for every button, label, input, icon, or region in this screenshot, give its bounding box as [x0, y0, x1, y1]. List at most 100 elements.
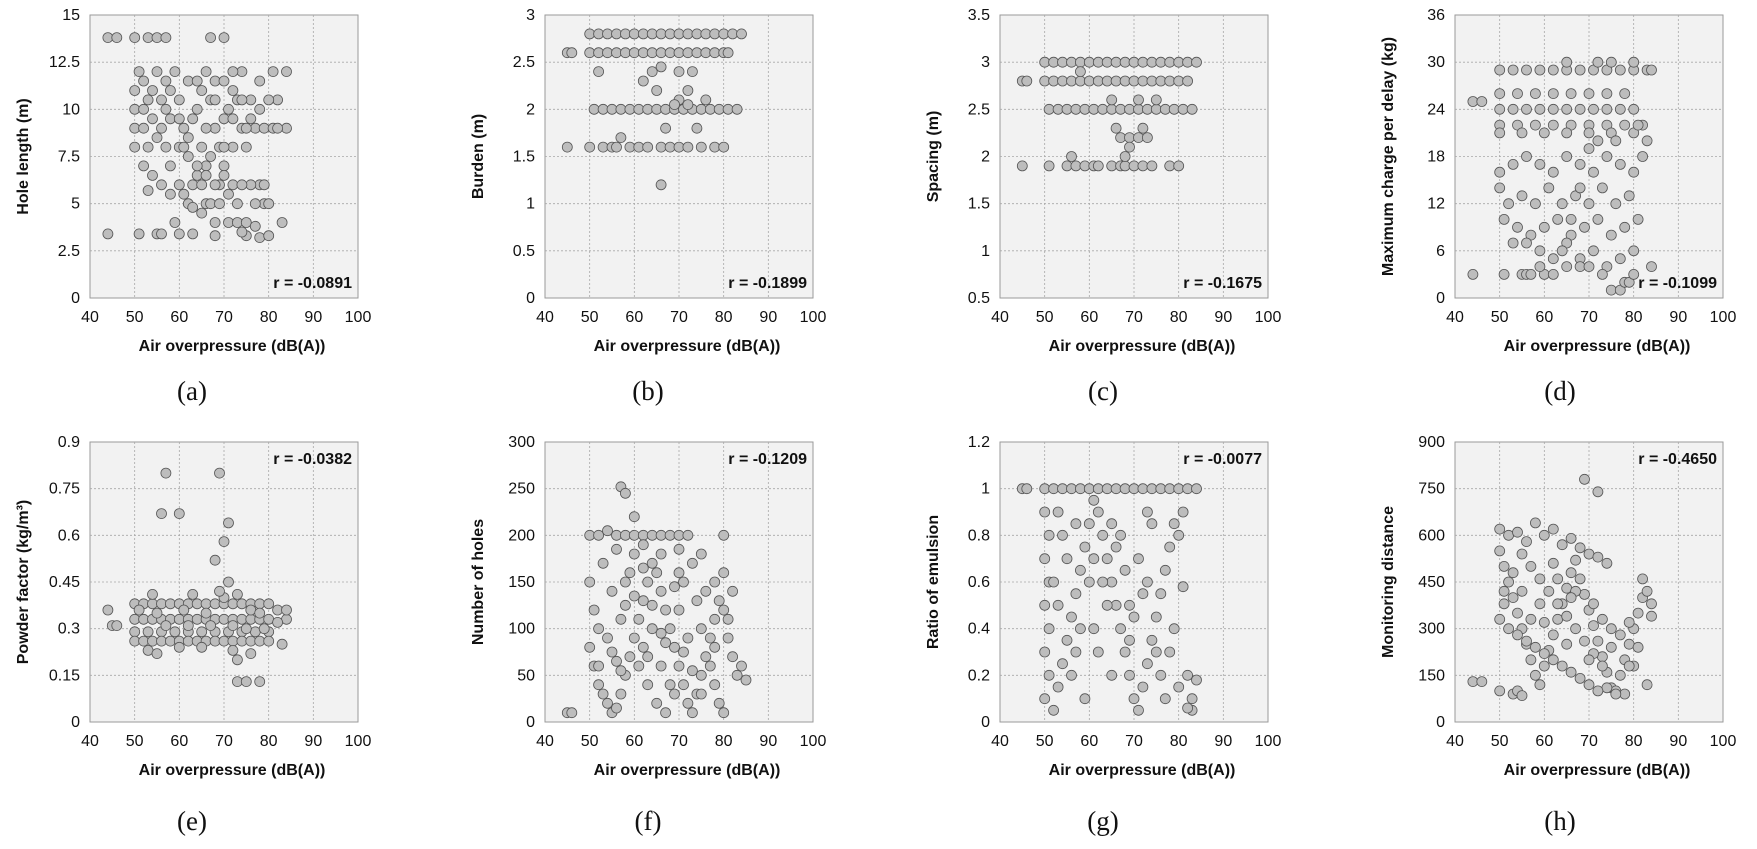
data-point — [1119, 160, 1131, 172]
data-point — [129, 141, 141, 153]
data-point — [1048, 576, 1059, 588]
data-point — [1164, 646, 1176, 658]
data-point — [1605, 623, 1617, 635]
data-point — [718, 604, 730, 616]
data-point — [700, 94, 712, 106]
data-point — [1110, 75, 1122, 87]
data-point — [151, 607, 163, 619]
data-point — [1556, 660, 1568, 672]
data-point — [1507, 237, 1519, 249]
data-point — [633, 613, 645, 625]
data-point — [1623, 617, 1635, 628]
scatter-panel-c: 40 50 60 70 80 90 100 0.5 1 1.5 2 2.5 3 3.5 Air overpr… — [925, 7, 1281, 406]
data-point — [1574, 542, 1586, 554]
x-tick-label: 100 — [345, 309, 372, 326]
data-point — [200, 160, 212, 172]
data-point — [1574, 261, 1586, 273]
y-tick-label: 0.6 — [58, 527, 80, 544]
data-point — [1057, 529, 1068, 541]
data-point — [691, 122, 703, 134]
data-point — [1075, 564, 1086, 576]
data-point — [272, 122, 284, 134]
y-tick-label: 0.4 — [968, 621, 990, 638]
data-point — [602, 28, 613, 40]
data-point — [673, 543, 685, 555]
data-point — [240, 217, 252, 228]
scatter-panel-h: 40 50 60 70 80 90 100 0 150 300 450 600 750 900 Air ov… — [1380, 434, 1736, 836]
x-tick-label: 70 — [1125, 309, 1143, 326]
data-point — [1128, 693, 1140, 705]
x-axis-label: Air overpressure (dB(A)) — [1504, 762, 1691, 779]
data-point — [245, 604, 257, 616]
data-point — [664, 623, 676, 635]
data-point — [173, 641, 185, 653]
data-point — [695, 669, 707, 681]
data-point — [263, 613, 275, 625]
data-point — [1079, 160, 1091, 172]
data-point — [655, 585, 667, 597]
data-point — [1494, 127, 1506, 139]
data-point — [156, 508, 167, 519]
data-point — [1628, 56, 1640, 68]
y-tick-label: 1 — [981, 243, 990, 260]
data-point — [700, 585, 712, 597]
data-point — [227, 645, 239, 656]
x-tick-label: 70 — [670, 733, 688, 750]
data-point — [209, 122, 221, 134]
data-point — [1592, 635, 1604, 647]
y-tick-label: 2.5 — [58, 243, 80, 260]
data-point — [651, 85, 663, 96]
data-point — [1110, 122, 1122, 134]
data-point — [713, 595, 725, 607]
data-point — [1498, 268, 1510, 280]
data-point — [1119, 75, 1131, 87]
data-point — [209, 554, 221, 566]
x-axis-label: Air overpressure (dB(A)) — [1504, 338, 1691, 355]
data-point — [1155, 588, 1167, 600]
data-point — [646, 557, 658, 569]
data-point — [1547, 103, 1559, 115]
data-point — [646, 599, 658, 611]
data-point — [1561, 610, 1573, 622]
y-tick-label: 0.5 — [513, 243, 535, 260]
x-tick-label: 80 — [1625, 309, 1643, 326]
data-point — [1507, 103, 1519, 115]
correlation-label: r = -0.1899 — [728, 275, 807, 292]
data-point — [147, 113, 158, 125]
data-point — [1534, 679, 1546, 691]
data-point — [1173, 56, 1185, 68]
data-point — [1494, 88, 1506, 99]
data-point — [1623, 190, 1635, 202]
data-point — [1561, 582, 1573, 594]
data-point — [1597, 651, 1608, 663]
data-point — [1106, 518, 1118, 530]
data-point — [1525, 561, 1537, 572]
data-point — [111, 620, 123, 631]
data-point — [1552, 613, 1564, 625]
x-tick-label: 50 — [581, 309, 599, 326]
data-point — [1565, 213, 1577, 225]
y-tick-label: 0.6 — [968, 574, 990, 591]
data-point — [1110, 599, 1122, 611]
correlation-label: r = -0.4650 — [1638, 451, 1717, 468]
x-tick-label: 50 — [581, 733, 599, 750]
data-point — [1583, 198, 1595, 210]
data-point — [1628, 166, 1640, 178]
y-tick-label: 0 — [71, 290, 80, 307]
data-point — [173, 113, 185, 125]
data-point — [1574, 158, 1586, 170]
data-point — [200, 598, 212, 610]
y-tick-label: 2.5 — [513, 54, 535, 71]
data-point — [1601, 682, 1613, 694]
data-point — [1128, 75, 1140, 87]
data-point — [196, 141, 208, 153]
data-point — [1583, 261, 1595, 273]
data-point — [1543, 585, 1555, 597]
data-point — [1106, 160, 1118, 172]
data-point — [1088, 494, 1100, 506]
data-point — [1583, 654, 1595, 666]
data-point — [1057, 483, 1068, 495]
data-point — [1516, 585, 1528, 597]
data-point — [263, 94, 275, 106]
data-point — [1467, 96, 1479, 107]
